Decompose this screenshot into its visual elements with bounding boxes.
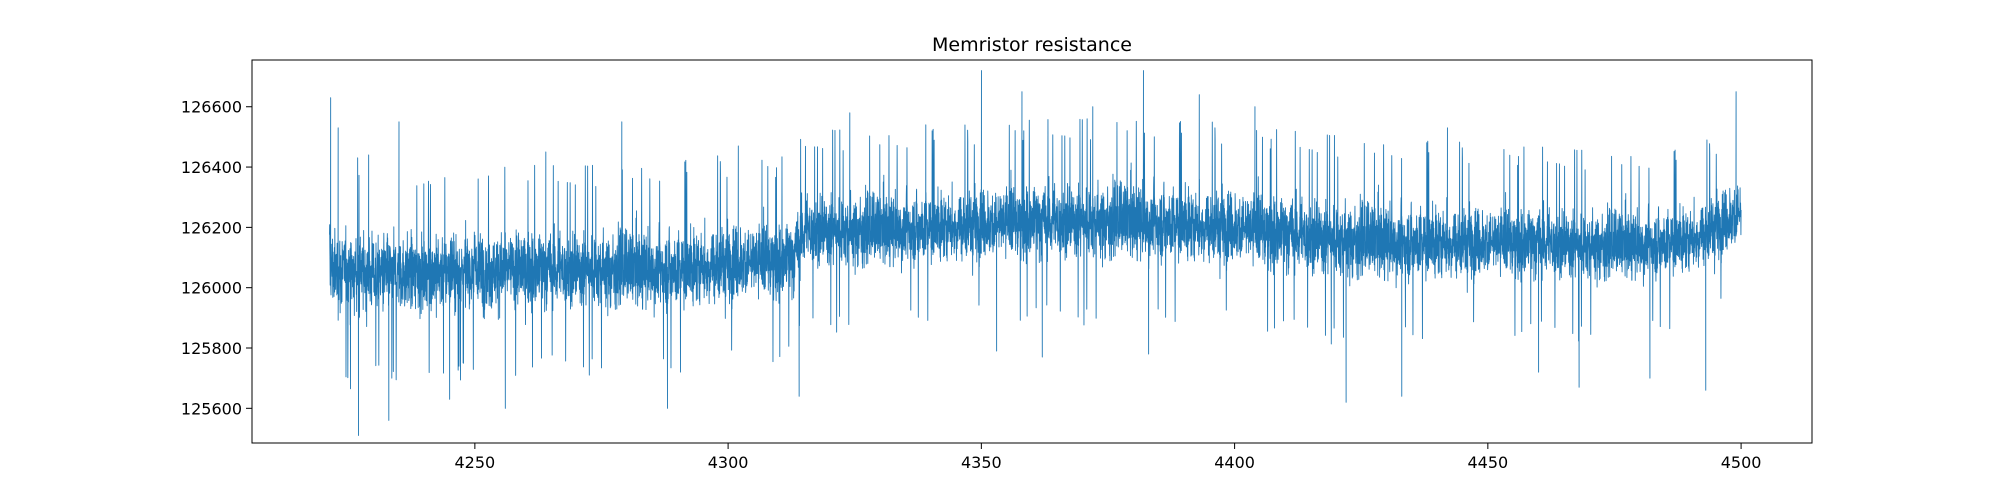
y-tick-label-3: 126200 <box>181 218 242 237</box>
x-tick-label-3: 4400 <box>1214 453 1255 472</box>
y-axis: 125600 125800 126000 126200 126400 126600 <box>181 98 252 418</box>
series-line-resistance <box>329 70 1742 436</box>
y-tick-label-2: 126000 <box>181 279 242 298</box>
y-tick-label-4: 126400 <box>181 158 242 177</box>
y-tick-label-5: 126600 <box>181 98 242 117</box>
x-axis: 4250 4300 4350 4400 4450 4500 <box>454 443 1761 472</box>
x-tick-label-1: 4300 <box>708 453 749 472</box>
y-tick-label-1: 125800 <box>181 339 242 358</box>
x-tick-label-4: 4450 <box>1467 453 1508 472</box>
x-tick-label-2: 4350 <box>961 453 1002 472</box>
chart-title: Memristor resistance <box>932 34 1132 56</box>
y-tick-label-0: 125600 <box>181 399 242 418</box>
x-tick-label-5: 4500 <box>1721 453 1762 472</box>
plot-area <box>251 59 1813 444</box>
axes-border <box>251 59 1813 444</box>
x-tick-label-0: 4250 <box>454 453 495 472</box>
